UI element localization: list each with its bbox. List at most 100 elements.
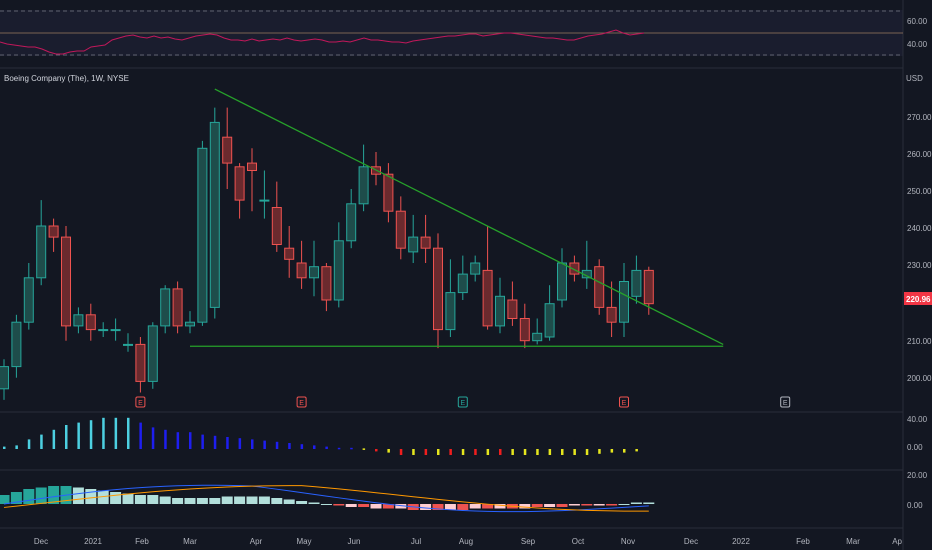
- earnings-marker[interactable]: [619, 396, 629, 408]
- candles-group: [0, 107, 654, 400]
- candle-body: [85, 314, 96, 331]
- macd-bar: [630, 502, 642, 504]
- osc-axis-label: 40.00: [907, 415, 928, 424]
- candle-body: [234, 166, 245, 201]
- oscillator-bar: [461, 449, 465, 455]
- macd-bar: [209, 498, 221, 504]
- macd-bar: [444, 504, 456, 510]
- candle-body: [557, 262, 567, 301]
- macd-bar: [556, 504, 568, 507]
- oscillator-bar: [251, 439, 254, 449]
- candle-body: [36, 225, 47, 279]
- time-axis-label: Mar: [183, 537, 197, 546]
- earnings-marker-label: E: [783, 400, 788, 407]
- macd-bar: [246, 496, 258, 504]
- price-tick-label: 230.00: [907, 261, 932, 270]
- oscillator-bar: [213, 435, 217, 449]
- oscillator-bar: [176, 432, 180, 449]
- oscillator-bar: [189, 432, 192, 449]
- macd-histogram: [0, 486, 655, 510]
- time-axis-label: Aug: [459, 537, 473, 546]
- candle-body: [209, 121, 220, 308]
- macd-bar: [519, 504, 531, 509]
- macd-bar: [606, 504, 618, 506]
- time-axis-label: Feb: [796, 537, 810, 546]
- macd-bar: [196, 498, 208, 504]
- macd-bar: [345, 504, 357, 507]
- macd-bar: [469, 504, 481, 509]
- oscillator-bar: [263, 440, 266, 449]
- oscillator-bar: [3, 446, 6, 449]
- candle-body: [110, 329, 121, 332]
- oscillator-bar: [201, 434, 204, 449]
- rsi-line: [0, 29, 645, 55]
- macd-bar: [97, 490, 109, 504]
- macd-bar: [494, 504, 506, 509]
- macd-axis-label: 20.00: [907, 471, 928, 480]
- candle-body: [420, 236, 431, 249]
- price-tick-label: 250.00: [907, 187, 932, 196]
- trendline-upper[interactable]: [214, 88, 724, 345]
- oscillator-bar: [238, 438, 242, 449]
- candle-body: [11, 321, 22, 368]
- macd-bar: [110, 492, 122, 504]
- candle-body: [271, 207, 282, 245]
- earnings-marker[interactable]: [457, 396, 468, 408]
- candle-body: [619, 281, 629, 323]
- earnings-marker-label: E: [138, 400, 143, 407]
- candle-body: [507, 299, 518, 319]
- oscillator-bar: [139, 422, 142, 449]
- candle-body: [569, 262, 580, 275]
- time-axis-label: Feb: [135, 537, 149, 546]
- macd-bar: [147, 495, 159, 504]
- candle-body: [197, 147, 208, 323]
- oscillator-bar: [337, 447, 341, 450]
- oscillator-bar: [325, 446, 328, 449]
- macd-bar: [420, 504, 432, 510]
- time-axis-label: Sep: [521, 537, 536, 546]
- macd-bar: [271, 498, 283, 504]
- oscillator-bar: [610, 449, 614, 453]
- candle-body: [532, 332, 543, 342]
- oscillator-bar: [127, 417, 130, 449]
- macd-bar: [382, 504, 394, 509]
- symbol-title[interactable]: Boeing Company (The), 1W, NYSE: [4, 74, 129, 83]
- price-tick-label: 240.00: [907, 224, 932, 233]
- earnings-marker[interactable]: [135, 396, 146, 408]
- macd-bar: [457, 504, 469, 510]
- oscillator-bar: [65, 425, 68, 449]
- macd-bar: [593, 504, 605, 506]
- macd-bar: [23, 489, 35, 504]
- macd-bar: [320, 504, 332, 505]
- macd-bar: [72, 487, 84, 504]
- oscillator-bar: [27, 439, 31, 449]
- earnings-marker[interactable]: [780, 396, 791, 408]
- oscillator-bar: [598, 449, 601, 454]
- earnings-marker-label: E: [299, 400, 304, 407]
- oscillator-bar: [52, 429, 56, 449]
- oscillator-bar: [313, 445, 316, 449]
- candle-body: [594, 266, 605, 308]
- candle-body: [48, 225, 59, 238]
- candle-body: [333, 240, 344, 301]
- candle-body: [73, 314, 84, 327]
- candle-body: [135, 343, 146, 382]
- oscillator-bar: [424, 449, 428, 455]
- oscillator-bar: [300, 444, 304, 449]
- oscillator-bar: [623, 449, 626, 453]
- macd-bar: [283, 499, 295, 504]
- oscillator-bar: [523, 449, 527, 455]
- earnings-marker[interactable]: [296, 396, 307, 408]
- oscillator-bar: [350, 447, 353, 450]
- candle-body: [309, 266, 319, 279]
- candle-body: [321, 266, 332, 301]
- oscillator-bar: [151, 427, 155, 449]
- price-tick-label: 270.00: [907, 113, 932, 122]
- oscillator-bar: [486, 449, 490, 455]
- macd-bar: [544, 504, 556, 507]
- oscillator-bar: [561, 449, 564, 455]
- macd-bar: [581, 504, 593, 506]
- macd-bar: [234, 496, 246, 504]
